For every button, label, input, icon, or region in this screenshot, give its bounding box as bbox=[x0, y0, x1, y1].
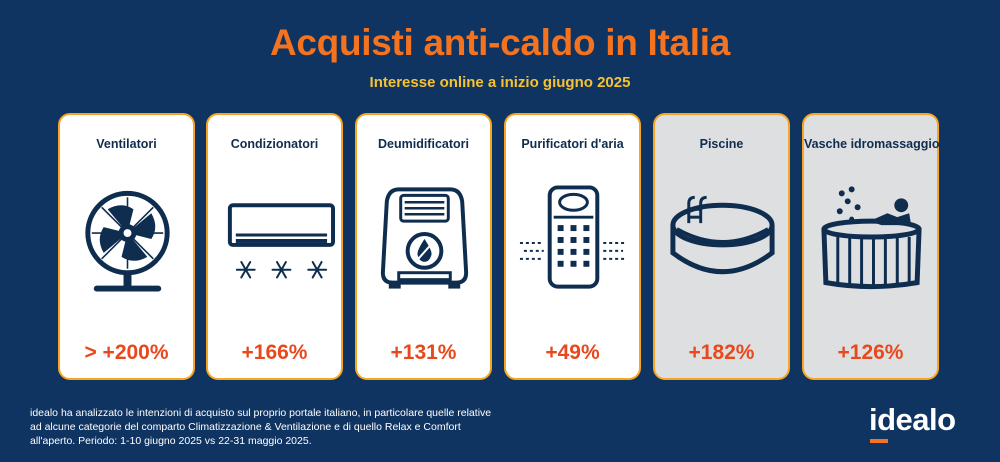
card-vasche: Vasche idromassaggio +126% bbox=[802, 113, 939, 380]
card-condizionatori: Condizionatori +166% bbox=[206, 113, 343, 380]
methodology-note: idealo ha analizzato le intenzioni di ac… bbox=[30, 407, 492, 447]
card-label: Vasche idromassaggio bbox=[804, 137, 940, 151]
dehumidifier-icon bbox=[380, 187, 469, 289]
card-label: Purificatori d'aria bbox=[521, 137, 624, 151]
hot-tub-icon bbox=[821, 186, 922, 290]
card-value: +126% bbox=[837, 341, 904, 364]
air-conditioner-icon bbox=[227, 203, 335, 279]
page-title: Acquisti anti-caldo in Italia bbox=[269, 22, 731, 63]
pool-icon bbox=[670, 195, 775, 275]
card-deumidificatori: Deumidificatori +131% bbox=[355, 113, 492, 380]
air-purifier-icon bbox=[519, 185, 628, 289]
idealo-logo: idealo bbox=[869, 402, 956, 437]
card-label: Condizionatori bbox=[230, 137, 319, 151]
card-value: +131% bbox=[390, 341, 457, 364]
card-piscine: Piscine +182% bbox=[653, 113, 790, 380]
page-subtitle: Interesse online a inizio giugno 2025 bbox=[369, 74, 631, 91]
card-ventilatori: Ventilatori > +200% bbox=[58, 113, 195, 380]
card-label: Deumidificatori bbox=[378, 137, 469, 151]
card-label: Ventilatori bbox=[96, 137, 157, 151]
card-label: Piscine bbox=[699, 137, 744, 151]
logo-underline bbox=[870, 439, 888, 443]
card-value: +182% bbox=[688, 341, 755, 364]
card-value: +166% bbox=[241, 341, 308, 364]
card-value: > +200% bbox=[84, 341, 169, 364]
card-purificatori: Purificatori d'aria +49% bbox=[504, 113, 641, 380]
fan-icon bbox=[85, 190, 170, 292]
card-value: +49% bbox=[545, 341, 600, 364]
